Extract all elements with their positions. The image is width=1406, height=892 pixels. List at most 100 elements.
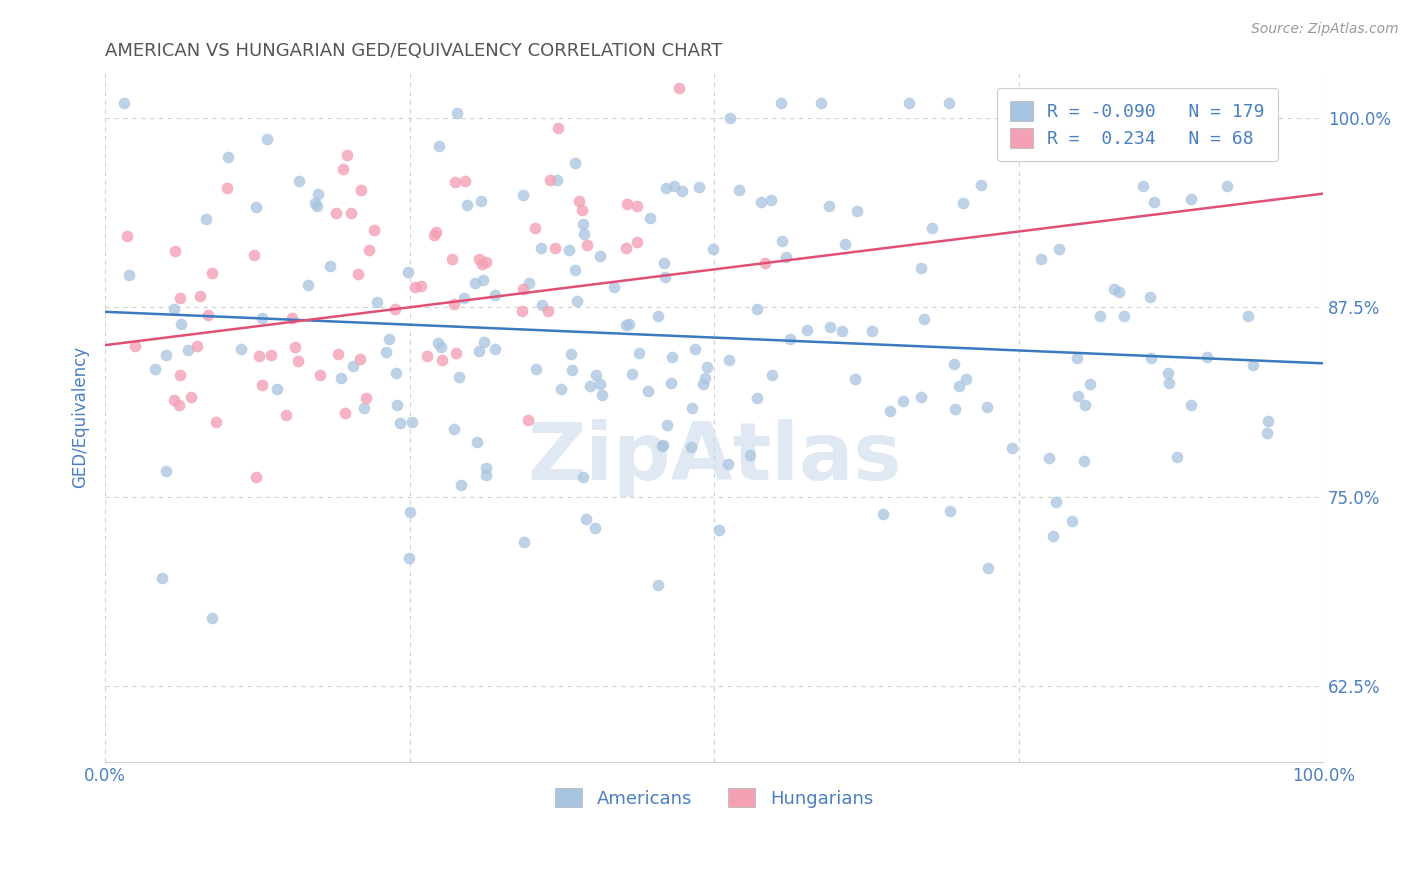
Point [374,344,396,359]
Point [359,243,381,257]
Point [921,221,943,235]
Point [1257,414,1279,428]
Legend: Americans, Hungarians: Americans, Hungarians [548,781,880,814]
Point [281,311,304,326]
Point [325,206,347,220]
Point [449,369,471,384]
Point [284,340,307,354]
Point [589,377,612,392]
Point [1060,514,1083,528]
Point [245,470,267,484]
Point [363,223,385,237]
Point [155,464,177,478]
Point [1108,285,1130,300]
Point [425,225,447,239]
Point [626,235,648,249]
Point [287,354,309,368]
Point [467,252,489,267]
Point [163,392,186,407]
Point [305,199,328,213]
Point [287,174,309,188]
Point [1088,309,1111,323]
Point [169,368,191,382]
Point [423,228,446,243]
Point [124,339,146,353]
Point [350,184,373,198]
Point [652,256,675,270]
Point [309,368,332,382]
Text: ZipAtlas: ZipAtlas [527,419,901,498]
Point [524,362,547,376]
Point [177,343,200,357]
Point [167,398,190,412]
Point [366,295,388,310]
Point [266,382,288,396]
Point [217,181,239,195]
Point [702,242,724,256]
Point [307,187,329,202]
Point [472,335,495,350]
Point [860,324,883,338]
Point [443,422,465,436]
Point [378,332,401,346]
Point [818,320,841,334]
Point [385,366,408,380]
Point [1078,376,1101,391]
Point [389,417,412,431]
Point [243,248,266,262]
Point [356,391,378,405]
Point [384,301,406,316]
Point [759,193,782,207]
Point [1074,398,1097,412]
Point [524,221,547,235]
Point [1139,290,1161,304]
Point [401,415,423,429]
Point [465,434,488,449]
Point [1237,309,1260,323]
Point [779,332,801,346]
Point [385,398,408,412]
Point [1195,351,1218,365]
Point [446,106,468,120]
Point [195,212,218,227]
Point [651,438,673,452]
Point [565,294,588,309]
Point [353,401,375,415]
Point [603,279,626,293]
Point [681,401,703,416]
Point [654,269,676,284]
Point [404,279,426,293]
Point [544,241,567,255]
Point [464,276,486,290]
Point [450,478,472,492]
Point [1140,351,1163,365]
Point [250,311,273,326]
Point [326,346,349,360]
Point [688,180,710,194]
Point [547,121,569,136]
Point [754,256,776,270]
Point [531,298,554,312]
Point [1102,282,1125,296]
Point [1001,441,1024,455]
Point [396,265,419,279]
Point [647,310,669,324]
Point [145,362,167,376]
Point [409,279,432,293]
Point [640,211,662,226]
Point [844,372,866,386]
Point [347,268,370,282]
Point [512,187,534,202]
Point [517,277,540,291]
Point [427,335,450,350]
Point [530,241,553,255]
Point [550,382,572,396]
Point [948,378,970,392]
Point [659,376,682,390]
Point [952,195,974,210]
Point [342,359,364,373]
Point [945,401,967,416]
Point [416,349,439,363]
Point [513,534,536,549]
Point [165,244,187,258]
